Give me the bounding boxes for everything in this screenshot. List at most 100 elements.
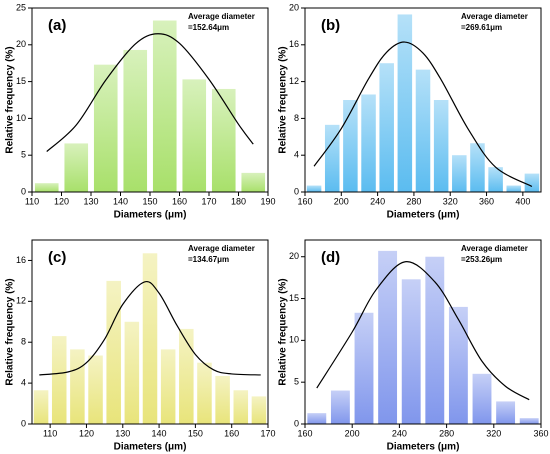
y-tick-label: 20: [16, 39, 26, 49]
bar: [124, 321, 140, 424]
x-tick-label: 360: [533, 428, 548, 438]
bar: [519, 418, 539, 424]
x-tick-label: 200: [334, 196, 349, 206]
bar: [343, 100, 358, 192]
y-tick-label: 5: [294, 377, 299, 387]
x-tick-label: 120: [79, 428, 94, 438]
fit-curve: [316, 261, 530, 401]
bar: [307, 413, 327, 424]
bar: [506, 185, 522, 192]
x-tick-label: 140: [152, 428, 167, 438]
bar: [354, 312, 374, 424]
x-tick-label: 140: [113, 196, 128, 206]
x-tick-label: 280: [406, 196, 421, 206]
x-tick-label: 320: [486, 428, 501, 438]
bar: [211, 88, 236, 192]
bar: [397, 14, 413, 192]
x-axis-label: Diameters (μm): [114, 442, 187, 453]
bar: [448, 306, 468, 424]
bar: [415, 69, 431, 192]
y-tick-label: 10: [289, 335, 299, 345]
panel-label: (c): [48, 249, 66, 266]
bar: [306, 185, 322, 192]
bar: [33, 390, 49, 424]
y-tick-label: 4: [21, 377, 26, 387]
y-tick-label: 15: [16, 76, 26, 86]
bar: [179, 328, 194, 424]
x-tick-label: 180: [231, 196, 246, 206]
bar: [496, 401, 516, 424]
bar: [488, 167, 503, 192]
bar: [241, 172, 266, 192]
fit-curve: [313, 41, 533, 188]
panel-label: (d): [321, 249, 340, 266]
bar: [433, 100, 449, 192]
bar: [142, 253, 158, 424]
bar: [401, 279, 421, 424]
bar: [70, 349, 85, 424]
bar: [470, 143, 485, 192]
bar: [251, 396, 267, 424]
plot-frame: [304, 7, 542, 193]
y-tick-label: 25: [16, 2, 26, 12]
x-tick-label: 160: [172, 196, 187, 206]
bar: [361, 94, 376, 192]
bar: [425, 256, 445, 424]
x-tick-label: 240: [392, 428, 407, 438]
x-tick-label: 240: [370, 196, 385, 206]
annotation: =269.61μm: [461, 23, 502, 32]
bar: [160, 349, 176, 424]
x-axis-label: Diameters (μm): [387, 210, 460, 221]
fit-curve: [46, 33, 254, 152]
x-tick-label: 110: [43, 428, 57, 438]
x-tick-label: 200: [345, 428, 360, 438]
x-axis-label: Diameters (μm): [114, 210, 187, 221]
panel-label: (a): [48, 17, 66, 34]
x-tick-label: 400: [515, 196, 530, 206]
bar: [330, 390, 350, 424]
y-tick-label: 8: [21, 337, 26, 347]
x-tick-label: 160: [224, 428, 239, 438]
x-tick-label: 160: [297, 428, 312, 438]
bar: [93, 64, 118, 192]
bar: [182, 79, 207, 192]
annotation: Average diameter: [461, 12, 528, 21]
y-tick-label: 0: [294, 418, 299, 428]
x-axis-label: Diameters (μm): [387, 442, 460, 453]
y-axis-label: Relative frequency (%): [278, 46, 289, 153]
y-tick-label: 16: [16, 255, 26, 265]
y-tick-label: 4: [294, 150, 299, 160]
bar: [524, 173, 540, 192]
bar: [215, 375, 230, 424]
plot-frame: [304, 239, 542, 425]
y-tick-label: 0: [21, 186, 26, 196]
bar: [452, 155, 467, 192]
y-tick-label: 0: [21, 418, 26, 428]
panel-label: (b): [321, 17, 340, 34]
annotation: =134.67μm: [188, 255, 229, 264]
bar: [64, 143, 89, 192]
bar: [152, 20, 177, 193]
y-tick-label: 10: [16, 113, 26, 123]
y-axis-label: Relative frequency (%): [278, 278, 289, 385]
bar: [51, 336, 67, 424]
fit-curve: [39, 280, 261, 376]
y-tick-label: 5: [21, 150, 26, 160]
x-tick-label: 120: [54, 196, 69, 206]
x-tick-label: 110: [25, 196, 39, 206]
x-tick-label: 130: [115, 428, 130, 438]
bar: [123, 49, 148, 193]
y-tick-label: 20: [289, 251, 299, 261]
bar: [324, 124, 340, 192]
x-tick-label: 170: [260, 428, 275, 438]
bar: [472, 373, 492, 424]
bar: [378, 250, 398, 424]
y-tick-label: 0: [294, 186, 299, 196]
x-tick-label: 190: [260, 196, 275, 206]
annotation: Average diameter: [461, 244, 528, 253]
annotation: Average diameter: [188, 12, 255, 21]
annotation: =152.64μm: [188, 23, 229, 32]
y-tick-label: 12: [16, 296, 26, 306]
x-tick-label: 160: [297, 196, 312, 206]
